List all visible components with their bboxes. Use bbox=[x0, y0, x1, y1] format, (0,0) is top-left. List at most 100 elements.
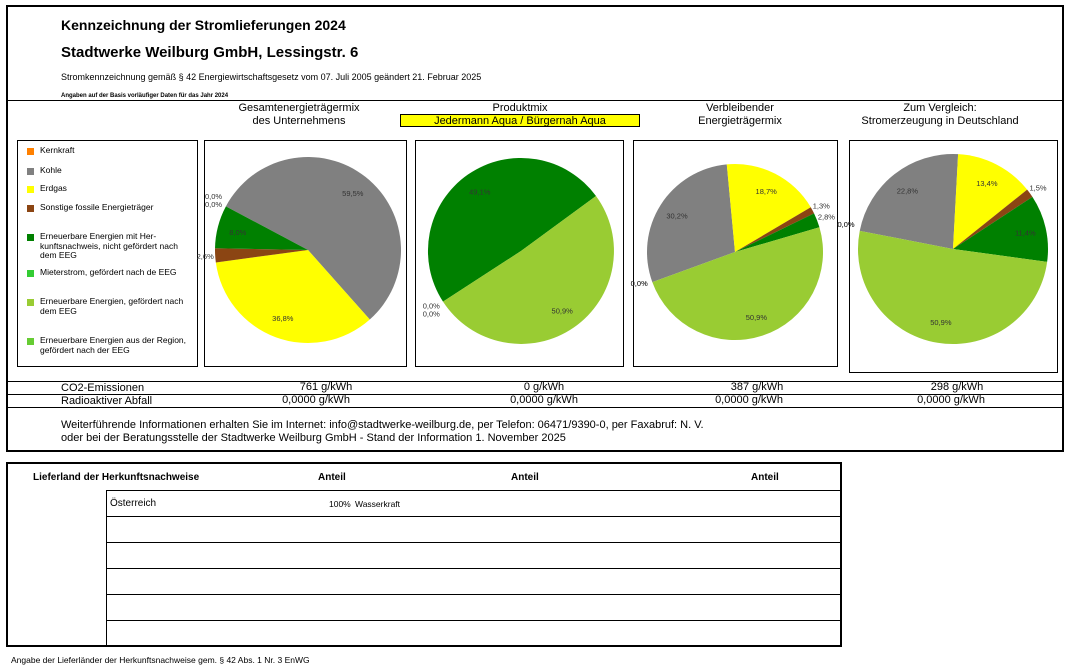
pie-slice bbox=[427, 157, 597, 302]
legend-swatch bbox=[27, 234, 34, 241]
label-frame bbox=[6, 5, 1064, 452]
lieferland-header-anteil-2: Anteil bbox=[511, 472, 539, 483]
legend-label: Sonstige fossile Energieträger bbox=[40, 202, 154, 212]
pie-data-label: 22,8% bbox=[897, 187, 919, 196]
divider-co2-top bbox=[6, 381, 1064, 382]
lieferland-row-line-1 bbox=[106, 490, 840, 491]
pie-data-label: 49,1% bbox=[469, 187, 491, 196]
pie-data-label: 0,0% bbox=[423, 309, 440, 318]
pie-charts: 0,0% 59,5%36,8%2,6%8,0%0,0%0,0%49,1%50,9%… bbox=[197, 154, 1049, 345]
lieferland-header-anteil-3: Anteil bbox=[751, 472, 779, 483]
abfall-vergleich: 0,0000 g/kWh bbox=[917, 394, 985, 406]
pie-data-label: 30,2% bbox=[666, 211, 688, 220]
lieferland-frame bbox=[6, 462, 842, 647]
pie-data-label: 36,8% bbox=[272, 314, 294, 323]
co2-verbleibend: 387 g/kWh bbox=[730, 381, 784, 393]
law-text: Stromkennzeichnung gemäß § 42 Energiewir… bbox=[61, 72, 482, 82]
lieferland-country: Österreich bbox=[110, 498, 157, 509]
pie-slice bbox=[859, 154, 959, 249]
abfall-produkt: 0,0000 g/kWh bbox=[510, 394, 578, 406]
pie-slice bbox=[953, 154, 1028, 249]
pie-slice bbox=[215, 206, 308, 250]
lieferland-row-line-5 bbox=[106, 594, 840, 595]
pie-slice bbox=[215, 248, 308, 263]
abfall-gesamt: 0,0000 g/kWh bbox=[282, 394, 350, 406]
pie-data-label: 0,0% bbox=[837, 220, 854, 229]
info-line-1: Weiterführende Informationen erhalten Si… bbox=[61, 419, 704, 431]
divider-abfall-bottom bbox=[6, 407, 1064, 408]
lieferland-row-line-2 bbox=[106, 516, 840, 517]
data-note: Angaben auf der Basis vorläufiger Daten … bbox=[61, 93, 229, 99]
lieferland-row-line-6 bbox=[106, 620, 840, 621]
pie-data-label: 18,7% bbox=[756, 187, 778, 196]
pie-slice bbox=[857, 230, 1048, 345]
legend-swatch bbox=[27, 168, 34, 175]
pie-slice bbox=[735, 213, 820, 252]
pie-slice bbox=[953, 196, 1049, 262]
pie-data-label: 0,0% bbox=[837, 220, 854, 229]
col-vergleich-heading: Zum Vergleich: Stromerzeugung in Deutsch… bbox=[840, 102, 1040, 128]
co2-vergleich: 298 g/kWh bbox=[930, 381, 984, 393]
pie-data-label: 1,5% bbox=[1029, 183, 1046, 192]
info-line-2: oder bei der Beratungsstelle der Stadtwe… bbox=[61, 432, 566, 444]
abfall-label: Radioaktiver Abfall bbox=[61, 395, 153, 407]
col-produkt-heading: Produktmix bbox=[492, 102, 548, 114]
legend-swatch bbox=[27, 270, 34, 277]
col-vergleich-line1: Zum Vergleich: bbox=[903, 102, 977, 114]
lieferland-source: Wasserkraft bbox=[355, 499, 401, 509]
pie-slice bbox=[215, 250, 370, 344]
pie-slice bbox=[726, 163, 811, 252]
legend-label: Erneuerbare Energien aus der Region, gef… bbox=[40, 335, 187, 355]
pie-data-label: 13,4% bbox=[976, 179, 998, 188]
pie-data-label: 2,6% bbox=[197, 252, 214, 261]
col-gesamt-heading: Gesamtenergieträgermix des Unternehmens bbox=[204, 102, 394, 128]
legend-swatch bbox=[27, 338, 34, 345]
col-verbleibend-line1: Verbleibender bbox=[706, 102, 774, 114]
col-verbleibend-heading: Verbleibender Energieträgermix bbox=[640, 102, 840, 128]
pie-slice bbox=[652, 227, 824, 341]
legend-swatch bbox=[27, 299, 34, 306]
lieferland-row-line-4 bbox=[106, 568, 840, 569]
pie-slice bbox=[443, 196, 614, 344]
divider-co2-bottom bbox=[6, 394, 1064, 395]
legend-label: Erneuerbare Energien, gefördert nach dem… bbox=[40, 296, 184, 316]
pie-data-label: 0,0% bbox=[631, 279, 648, 288]
pie-data-label: 0,0% bbox=[631, 279, 648, 288]
pie-data-label: 0,0% bbox=[205, 200, 222, 209]
col-vergleich-line2: Stromerzeugung in Deutschland bbox=[861, 115, 1019, 127]
legend-label: Kohle bbox=[40, 165, 62, 175]
lieferland-col-line bbox=[106, 490, 107, 646]
pie-data-label: 50,9% bbox=[930, 318, 952, 327]
lieferland-percent: 100% bbox=[329, 499, 351, 509]
pie-slice bbox=[953, 189, 1033, 249]
pie-data-label: 1,3% bbox=[813, 202, 830, 211]
lieferland-header-anteil-1: Anteil bbox=[318, 472, 346, 483]
legend-label: Mieterstrom, gefördert nach de EEG bbox=[40, 267, 177, 277]
legend-swatch bbox=[27, 186, 34, 193]
pie-data-label: 59,5% bbox=[342, 189, 364, 198]
lieferland-row-line-3 bbox=[106, 542, 840, 543]
pie-data-label: 50,9% bbox=[746, 313, 768, 322]
pie-slice bbox=[225, 157, 402, 320]
pie-slice bbox=[647, 164, 735, 283]
page-title: Kennzeichnung der Stromlieferungen 2024 bbox=[61, 17, 346, 33]
legend-box bbox=[17, 140, 198, 367]
pie-data-label: 0,0% bbox=[205, 192, 222, 201]
col-gesamt-line2: des Unternehmens bbox=[252, 115, 346, 127]
legend-swatch bbox=[27, 205, 34, 212]
pie-data-label: 50,9% bbox=[552, 307, 574, 316]
pie-data-label: 11,4% bbox=[1015, 229, 1036, 238]
co2-label: CO2-Emissionen bbox=[61, 382, 145, 394]
pie-slice bbox=[735, 207, 815, 252]
legend-label: Erneuerbare Energien mit Her-kunftsnachw… bbox=[40, 231, 178, 260]
col-gesamt-line1: Gesamtenergieträgermix bbox=[238, 102, 360, 114]
co2-gesamt: 761 g/kWh bbox=[299, 381, 353, 393]
legend-label: Kernkraft bbox=[40, 145, 75, 155]
divider-top bbox=[6, 100, 1064, 101]
abfall-verbleibend: 0,0000 g/kWh bbox=[715, 394, 783, 406]
lieferland-header-country: Lieferland der Herkunftsnachweise bbox=[33, 472, 200, 483]
pie-data-label: 2,8% bbox=[818, 213, 835, 222]
company-name: Stadtwerke Weilburg GmbH, Lessingstr. 6 bbox=[61, 44, 359, 61]
col-verbleibend-line2: Energieträgermix bbox=[698, 115, 782, 127]
footer-note: Angabe der Lieferländer der Herkunftsnac… bbox=[11, 655, 310, 665]
